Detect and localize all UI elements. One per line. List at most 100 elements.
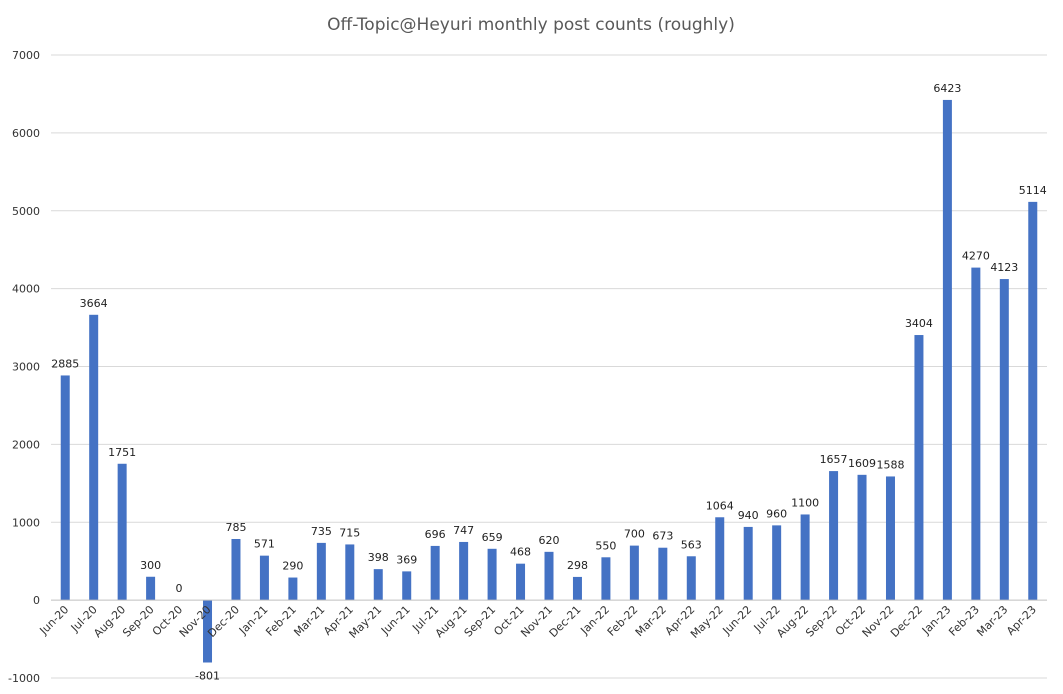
x-tick-label: Jun-20: [37, 603, 72, 638]
data-label: -801: [195, 670, 220, 683]
y-tick-label: -1000: [8, 672, 40, 685]
data-label: 571: [254, 538, 275, 551]
y-tick-label: 1000: [12, 516, 40, 529]
chart-title: Off-Topic@Heyuri monthly post counts (ro…: [327, 15, 735, 35]
data-label: 1751: [108, 446, 136, 459]
data-label: 3664: [80, 297, 108, 310]
data-label: 673: [652, 530, 673, 543]
x-tick-label: Mar-22: [633, 603, 669, 639]
data-label: 398: [368, 551, 389, 564]
y-tick-label: 2000: [12, 438, 40, 451]
bar: [459, 541, 469, 601]
bar: [544, 551, 554, 601]
x-tick-label: Mar-23: [974, 603, 1010, 639]
bar: [60, 375, 70, 601]
x-tick-label: Sep-20: [120, 603, 157, 640]
data-label: 4123: [990, 261, 1018, 274]
bar: [402, 571, 412, 601]
data-label: 940: [738, 509, 759, 522]
data-label: 3404: [905, 317, 933, 330]
bar: [373, 569, 383, 601]
bar: [971, 267, 981, 601]
data-label: 468: [510, 546, 531, 559]
x-tick-label: Aug-21: [433, 603, 470, 640]
bar: [914, 335, 924, 601]
data-label: 700: [624, 528, 645, 541]
bar: [288, 577, 298, 601]
data-label: 290: [282, 560, 303, 573]
x-tick-label: Aug-22: [774, 603, 811, 640]
bar: [146, 576, 156, 601]
data-label: 369: [396, 553, 417, 566]
x-tick-label: Sep-22: [803, 603, 840, 640]
data-label: 620: [539, 534, 560, 547]
data-label: 1064: [706, 499, 734, 512]
bar: [658, 547, 668, 601]
bar: [89, 314, 99, 601]
bar: [800, 514, 810, 601]
bar: [572, 576, 582, 601]
y-tick-label: 7000: [12, 49, 40, 62]
x-tick-label: Mar-21: [291, 603, 327, 639]
x-tick-label: Aug-20: [91, 603, 128, 640]
data-label: 1100: [791, 496, 819, 509]
data-label: 5114: [1019, 184, 1047, 197]
data-label: 747: [453, 524, 474, 537]
bar: [885, 476, 895, 601]
bar: [601, 557, 611, 601]
bar: [316, 542, 326, 601]
x-tick-label: Sep-21: [462, 603, 499, 640]
data-label: 4270: [962, 250, 990, 263]
bar: [231, 538, 241, 601]
data-label: 563: [681, 538, 702, 551]
bar: [999, 279, 1009, 601]
bar: [686, 556, 696, 601]
bars: [60, 99, 1038, 663]
data-label: 298: [567, 559, 588, 572]
data-label: 6423: [933, 82, 961, 95]
data-label: 1609: [848, 457, 876, 470]
bar: [430, 545, 440, 601]
x-tick-label: Dec-21: [547, 603, 584, 640]
y-tick-label: 0: [33, 594, 40, 607]
x-axis-ticks: Jun-20Jul-20Aug-20Sep-20Oct-20Nov-20Dec-…: [37, 603, 1039, 641]
x-tick-label: Dec-22: [888, 603, 925, 640]
bar: [715, 517, 725, 601]
y-axis-ticks: -1000 0 1000 2000 3000 4000 5000 6000 7000: [8, 49, 40, 685]
data-label: 1657: [820, 453, 848, 466]
x-tick-label: Jun-22: [720, 603, 755, 638]
data-label: 696: [425, 528, 446, 541]
bar: [259, 555, 269, 601]
bar: [629, 545, 639, 601]
bar: [117, 463, 127, 601]
bar: [942, 99, 952, 601]
data-label: 735: [311, 525, 332, 538]
x-tick-label: Jun-21: [378, 603, 413, 638]
bar: [345, 544, 355, 601]
y-tick-label: 5000: [12, 205, 40, 218]
bar: [857, 474, 867, 601]
bar: [487, 548, 497, 601]
data-label: 2885: [51, 357, 79, 370]
y-tick-label: 3000: [12, 361, 40, 374]
bar: [743, 526, 753, 601]
data-labels: 2885 3664 1751 300 0 -801 785 571 290 735 715 398 36…: [51, 82, 1047, 683]
data-label: 659: [482, 531, 503, 544]
y-tick-label: 4000: [12, 283, 40, 296]
bar: [772, 525, 782, 601]
data-label: 960: [766, 507, 787, 520]
y-tick-label: 6000: [12, 127, 40, 140]
data-label: 550: [595, 539, 616, 552]
data-label: 1588: [876, 458, 904, 471]
x-tick-label: Apr-23: [1004, 603, 1039, 638]
bar: [516, 563, 526, 601]
bar: [203, 600, 213, 663]
data-label: 785: [225, 521, 246, 534]
data-label: 715: [339, 526, 360, 539]
gridlines: [51, 54, 1047, 679]
bar: [829, 471, 839, 601]
bar: [1028, 201, 1038, 601]
data-label: 300: [140, 559, 161, 572]
data-label: 0: [176, 582, 183, 595]
